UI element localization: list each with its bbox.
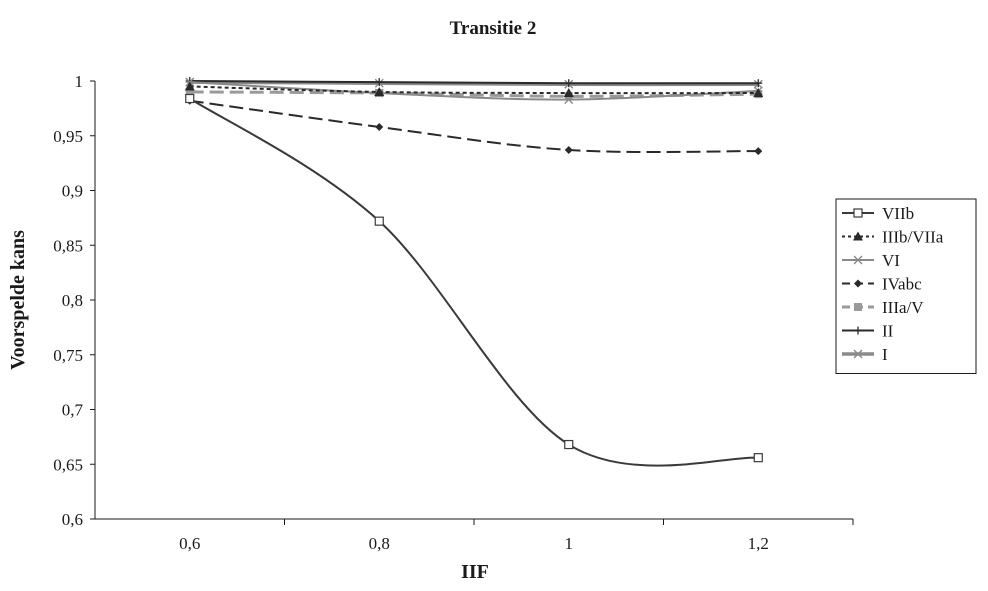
data-point — [184, 81, 195, 91]
series-line — [189, 85, 759, 95]
legend-label: IVabc — [882, 275, 922, 294]
legend-label: IIIb/VIIa — [882, 228, 944, 247]
legend-label: I — [882, 345, 888, 364]
legend-box — [835, 198, 977, 374]
data-point — [564, 79, 573, 88]
data-point — [564, 439, 574, 450]
legend-marker — [853, 349, 863, 359]
x-tick-label: 0,8 — [369, 534, 390, 553]
data-point — [564, 145, 573, 154]
data-point — [754, 79, 763, 88]
legend-marker — [854, 303, 862, 311]
y-tick-label: 1 — [75, 72, 84, 91]
data-point — [753, 88, 764, 98]
series-line — [189, 97, 759, 467]
legend-marker — [853, 255, 863, 265]
series-line — [189, 99, 759, 154]
data-point — [375, 122, 384, 131]
data-point — [754, 147, 763, 156]
legend-marker — [854, 326, 862, 335]
data-point — [375, 78, 384, 87]
data-point — [185, 87, 194, 96]
legend-item: II — [842, 322, 894, 341]
plot-area: 0,6 0,65 0,7 0,75 0,8 0,85 0,9 0,95 1 0,6 0,8 1 1,2 — [53, 72, 854, 553]
x-tick-label: 1 — [565, 534, 574, 553]
data-point — [185, 93, 195, 104]
series-line — [189, 80, 759, 85]
y-tick-label: 0,9 — [62, 182, 83, 201]
data-point — [563, 88, 574, 98]
y-tick-label: 0,65 — [53, 455, 83, 474]
legend-label: VIIb — [882, 204, 914, 223]
legend-marker — [853, 231, 863, 241]
legend-item: IVabc — [842, 275, 922, 294]
legend-label: VI — [882, 251, 900, 270]
series-viib — [185, 93, 763, 467]
legend-item: IIIb/VIIa — [842, 228, 944, 247]
legend-item: IIIa/V — [842, 298, 924, 317]
x-tick-label: 1,2 — [748, 534, 769, 553]
legend-label: IIIa/V — [882, 298, 924, 317]
data-point — [374, 216, 384, 226]
legend-marker — [854, 279, 862, 288]
legend-item: I — [842, 345, 888, 364]
data-point — [374, 86, 385, 96]
y-tick-label: 0,6 — [62, 510, 83, 529]
chart-title: Transitie 2 — [450, 18, 537, 39]
y-tick-label: 0,75 — [53, 346, 83, 365]
y-axis-title: Voorspelde kans — [7, 230, 29, 370]
series-line — [189, 81, 759, 101]
y-tick-label: 0,85 — [53, 236, 83, 255]
series-line — [189, 80, 759, 87]
series-iiib-viia — [184, 81, 764, 98]
legend-item: VIIb — [842, 204, 914, 223]
y-tick-label: 0,7 — [62, 401, 84, 420]
legend-item: VI — [842, 251, 900, 270]
legend-label: II — [882, 322, 894, 341]
data-point — [753, 453, 763, 463]
y-tick-label: 0,95 — [53, 127, 83, 146]
x-tick-label: 0,6 — [179, 534, 200, 553]
series-ii — [185, 77, 763, 88]
x-axis-title: IIF — [461, 561, 489, 583]
legend-marker — [853, 208, 863, 218]
y-tick-label: 0,8 — [62, 291, 83, 310]
series-iiia-v — [185, 87, 763, 101]
